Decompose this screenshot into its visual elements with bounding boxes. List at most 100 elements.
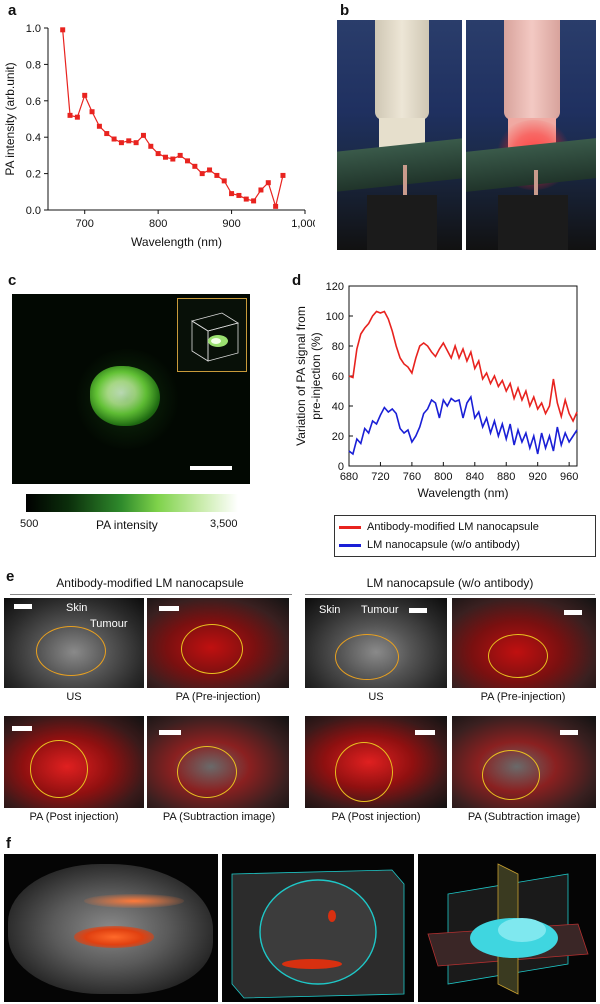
tumour-outline — [181, 624, 243, 674]
holder-2 — [498, 195, 568, 250]
colorbar-title: PA intensity — [96, 518, 158, 532]
colorbar-min: 500 — [20, 518, 39, 530]
e-left-title: Antibody-modified LM nanocapsule — [56, 576, 244, 590]
caption-pre-right: PA (Pre-injection) — [480, 691, 566, 703]
y-tick-label: 60 — [332, 371, 344, 383]
data-point — [96, 123, 102, 129]
scale-bar — [560, 730, 578, 735]
pa-3d-image — [12, 294, 250, 484]
x-tick-label: 800 — [149, 218, 167, 230]
y-tick-label: 0 — [338, 461, 344, 473]
x-tick-label: 720 — [371, 471, 389, 483]
data-point — [74, 114, 80, 120]
y-axis-title-line1: Variation of PA signal from — [294, 306, 308, 446]
x-tick-label: 700 — [76, 218, 94, 230]
pa-post-lm — [305, 716, 447, 808]
render-orthoslices — [418, 854, 596, 1002]
data-point — [60, 27, 66, 33]
data-point — [118, 140, 124, 146]
panel-a-chart: 700 800 900 1,000 0.0 0.2 0.4 0.6 0.8 1.0 Waveleng… — [3, 23, 315, 249]
skin-label: Skin — [66, 602, 88, 614]
scale-bar — [415, 730, 435, 735]
render-tumour-slice — [222, 854, 414, 1002]
data-point — [258, 187, 264, 193]
scale-bar — [14, 604, 32, 609]
x-tick-label: 800 — [434, 471, 452, 483]
scale-bar — [564, 610, 582, 615]
data-point — [251, 198, 257, 204]
y-tick-label: 0.6 — [26, 96, 41, 108]
holder — [367, 195, 437, 250]
photo-probe-off — [337, 20, 462, 250]
us-image-lm: Skin Tumour — [305, 598, 447, 688]
data-point — [170, 156, 176, 162]
data-point — [111, 136, 117, 142]
scale-bar — [159, 606, 179, 611]
panel-d-chart: 680 720 760 800 840 880 920 960 0 20 40 60 80 100 120 W… — [294, 281, 578, 500]
colorbar-max: 3,500 — [210, 518, 238, 530]
x-tick-label: 880 — [497, 471, 515, 483]
tumour-outline — [36, 626, 106, 676]
y-tick-label: 40 — [332, 401, 344, 413]
data-point — [133, 140, 139, 146]
y-axis-title: PA intensity (arb.unit) — [3, 62, 17, 175]
e-right-title: LM nanocapsule (w/o antibody) — [366, 576, 534, 590]
signal-halo — [72, 349, 182, 449]
panel-a-letter: a — [8, 2, 17, 19]
y-tick-label: 120 — [326, 281, 344, 293]
tumour-outline — [335, 634, 399, 680]
slice-box-svg — [231, 869, 405, 999]
data-point — [162, 154, 168, 160]
panel-c-letter: c — [8, 272, 17, 289]
data-point — [155, 151, 161, 157]
pa-sub-antibody — [147, 716, 289, 808]
pa-spectrum-line — [62, 29, 284, 209]
x-tick-label: 900 — [222, 218, 240, 230]
stage-platform-2 — [466, 138, 596, 192]
pa-sub-lm — [452, 716, 596, 808]
data-point — [207, 167, 213, 173]
data-point — [148, 143, 154, 149]
x-tick-label: 840 — [466, 471, 484, 483]
data-point — [126, 138, 132, 144]
orthoslice-svg — [427, 863, 589, 995]
y-tick-label: 20 — [332, 431, 344, 443]
legend-item-lm: LM nanocapsule (w/o antibody) — [335, 536, 595, 554]
panel-b-letter: b — [340, 2, 350, 19]
y-tick-label: 0.8 — [26, 59, 41, 71]
x-tick-label: 680 — [340, 471, 358, 483]
ultrasound-probe-lit — [504, 20, 560, 120]
data-point — [140, 132, 146, 138]
e-left-rule — [10, 594, 292, 595]
data-point — [243, 196, 249, 202]
scale-bar — [12, 726, 32, 731]
y-tick-label: 80 — [332, 341, 344, 353]
panel-d-letter: d — [292, 272, 302, 289]
legend-label-lm: LM nanocapsule (w/o antibody) — [367, 539, 520, 551]
data-point — [221, 178, 227, 184]
y-axis-title-line2: pre-injection (%) — [309, 332, 323, 419]
pa-pre-antibody — [147, 598, 289, 688]
y-tick-label: 0.2 — [26, 169, 41, 181]
scale-bar — [409, 608, 427, 613]
us-image-antibody: Skin Tumour — [4, 598, 144, 688]
panel-e-letter: e — [6, 568, 15, 585]
legend-swatch-red — [339, 525, 361, 529]
e-right-rule — [305, 594, 595, 595]
data-point — [199, 171, 205, 177]
ultrasound-probe — [375, 20, 429, 120]
caption-us-right: US — [368, 691, 384, 703]
caption-post-left: PA (Post injection) — [29, 811, 119, 823]
colorbar — [26, 494, 238, 512]
caption-sub-right: PA (Subtraction image) — [467, 811, 581, 823]
tumour-outline — [177, 746, 237, 798]
caption-post-right: PA (Post injection) — [331, 811, 421, 823]
y-tick-label: 100 — [326, 311, 344, 323]
y-tick-label: 0.4 — [26, 132, 41, 144]
photo-probe-on — [466, 20, 596, 250]
series-lm-line — [348, 394, 578, 456]
data-point — [192, 163, 198, 169]
y-tick-label: 1.0 — [26, 23, 41, 35]
data-point — [280, 172, 286, 178]
data-point — [104, 131, 110, 137]
